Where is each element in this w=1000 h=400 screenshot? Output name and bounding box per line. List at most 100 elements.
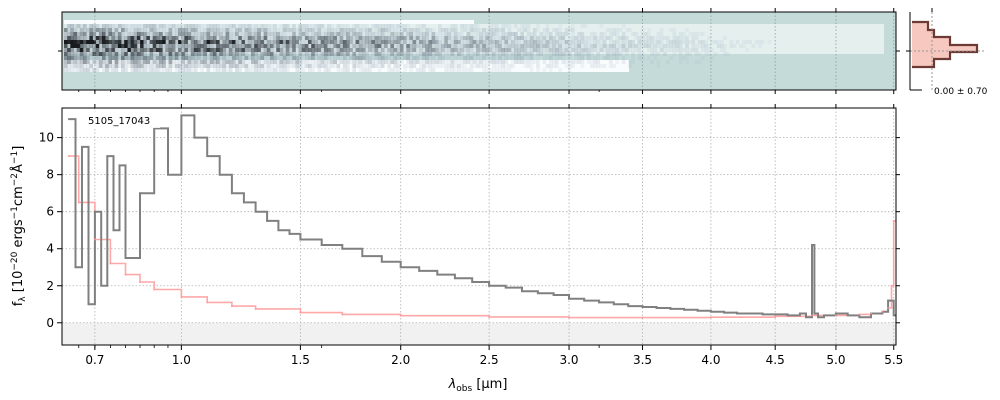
- spectrum-2d-pixel: [377, 60, 382, 64]
- spectrum-2d-pixel: [507, 56, 512, 60]
- spectrum-2d-pixel: [419, 48, 423, 52]
- spectrum-2d-pixel: [609, 32, 613, 36]
- spectrum-2d-pixel: [289, 64, 293, 68]
- spectrum-2d-pixel: [365, 52, 369, 56]
- spectrum-2d-pixel: [289, 48, 293, 52]
- spectrum-2d-pixel: [644, 36, 648, 40]
- spectrum-2d-pixel: [545, 48, 550, 52]
- spectrum-2d-pixel: [361, 56, 366, 60]
- spectrum-2d-pixel: [330, 52, 334, 56]
- spectrum-2d-pixel: [152, 56, 157, 60]
- spectrum-2d-pixel: [327, 68, 331, 72]
- spectrum-2d-pixel: [393, 28, 398, 32]
- spectrum-2d-pixel: [704, 44, 708, 48]
- spectrum-2d-pixel: [121, 64, 125, 68]
- spectrum-2d-pixel: [197, 52, 201, 56]
- spectrum-2d-pixel: [159, 28, 163, 32]
- spectrum-2d-pixel: [564, 64, 569, 68]
- spectrum-2d-pixel: [114, 24, 119, 28]
- spectrum-2d-pixel: [171, 24, 176, 28]
- spectrum-2d-pixel: [282, 40, 287, 44]
- spectrum-2d-pixel: [178, 24, 182, 28]
- spectrum-2d-pixel: [371, 56, 375, 60]
- spectrum-2d-pixel: [694, 48, 699, 52]
- spectrum-2d-pixel: [298, 68, 303, 72]
- spectrum-2d-pixel: [206, 28, 211, 32]
- spectrum-2d-pixel: [542, 32, 547, 36]
- spectrum-2d-pixel: [625, 36, 629, 40]
- spectrum-2d-pixel: [488, 32, 493, 36]
- spectrum-2d-pixel: [127, 24, 131, 28]
- spectrum-2d-pixel: [767, 40, 772, 44]
- spectrum-2d-pixel: [517, 40, 521, 44]
- spectrum-2d-pixel: [602, 32, 607, 36]
- spectrum-2d-pixel: [682, 48, 686, 52]
- spectrum-2d-pixel: [732, 44, 737, 48]
- spectrum-2d-pixel: [111, 40, 116, 44]
- spectrum-2d-pixel: [168, 24, 173, 28]
- spectrum-2d-pixel: [251, 56, 255, 60]
- spectrum-2d-pixel: [650, 48, 654, 52]
- spectrum-2d-pixel: [86, 56, 90, 60]
- y-tick-label: 10: [39, 131, 54, 145]
- spectrum-2d-pixel: [647, 40, 651, 44]
- spectrum-2d-pixel: [567, 48, 572, 52]
- flux-point: [254, 210, 257, 213]
- spectrum-2d-pixel: [219, 36, 223, 40]
- spectrum-2d-pixel: [121, 28, 125, 32]
- spectrum-2d-pixel: [73, 64, 78, 68]
- spectrum-2d-pixel: [155, 44, 160, 48]
- spectrum-2d-pixel: [327, 48, 331, 52]
- spectrum-2d-pixel: [276, 52, 280, 56]
- spectrum-2d-pixel: [682, 40, 686, 44]
- spectrum-2d-pixel: [520, 52, 524, 56]
- spectrum-2d-pixel: [263, 24, 268, 28]
- spectrum-2d-pixel: [193, 28, 198, 32]
- spectrum-2d-pixel: [476, 56, 480, 60]
- spectrum-2d-pixel: [155, 28, 160, 32]
- spectrum-2d-pixel: [466, 56, 471, 60]
- spectrum-2d-pixel: [238, 40, 242, 44]
- spectrum-2d-pixel: [121, 24, 125, 28]
- spectrum-2d-pixel: [181, 52, 185, 56]
- spectrum-2d-pixel: [67, 32, 71, 36]
- spectrum-2d-pixel: [694, 32, 699, 36]
- spectrum-2d-pixel: [447, 64, 452, 68]
- spectrum-2d-pixel: [488, 40, 493, 44]
- spectrum-2d-pixel: [653, 52, 658, 56]
- spectrum-2d-pixel: [542, 48, 547, 52]
- spectrum-2d-pixel: [438, 24, 442, 28]
- spectrum-2d-pixel: [95, 40, 100, 44]
- x-tick-label: 1.0: [172, 353, 191, 367]
- spectrum-2d-pixel: [596, 44, 600, 48]
- spectrum-2d-pixel: [130, 48, 135, 52]
- spectrum-2d-pixel: [355, 64, 360, 68]
- spectrum-2d-pixel: [520, 56, 524, 60]
- spectrum-2d-pixel: [720, 40, 724, 44]
- spectrum-2d-pixel: [533, 36, 537, 40]
- spectrum-2d-pixel: [441, 28, 445, 32]
- spectrum-2d-pixel: [213, 60, 217, 64]
- spectrum-2d-pixel: [415, 40, 420, 44]
- spectrum-2d-pixel: [666, 60, 670, 64]
- spectrum-2d-pixel: [213, 32, 217, 36]
- spectrum-2d-pixel: [498, 64, 502, 68]
- spectrum-2d-pixel: [396, 48, 401, 52]
- spectrum-2d-pixel: [168, 52, 173, 56]
- spectrum-2d-pixel: [558, 24, 562, 28]
- spectrum-2d-pixel: [282, 28, 287, 32]
- spectrum-2d-pixel: [555, 60, 559, 64]
- spectrum-2d-pixel: [419, 68, 423, 72]
- error-point: [881, 310, 884, 313]
- spectrum-2d-pixel: [266, 28, 271, 32]
- spectrum-2d-pixel: [517, 36, 521, 40]
- spectrum-2d-pixel: [580, 24, 585, 28]
- spectrum-2d-pixel: [447, 68, 452, 72]
- spectrum-2d-pixel: [333, 64, 337, 68]
- spectrum-2d-pixel: [292, 40, 296, 44]
- spectrum-2d-pixel: [213, 40, 217, 44]
- spectrum-2d-pixel: [419, 24, 423, 28]
- spectrum-2d-pixel: [244, 48, 249, 52]
- spectrum-2d-pixel: [200, 56, 204, 60]
- spectrum-2d-pixel: [130, 52, 135, 56]
